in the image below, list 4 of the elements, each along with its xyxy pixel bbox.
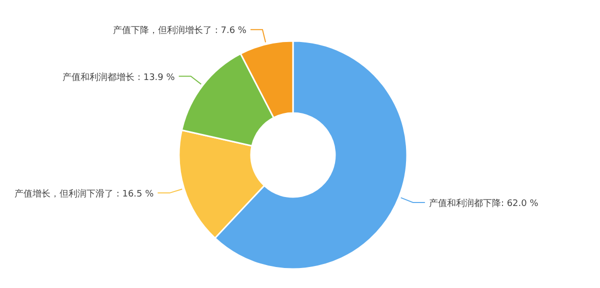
slice-label: 产值和利润都增长 : 13.9 %: [62, 72, 176, 83]
slice-label: 产值和利润都下降: 62.0 %: [428, 198, 539, 209]
slice-label: 产值增长，但利润下滑了 : 16.5 %: [14, 188, 154, 200]
slice-label: 产值下降，但利润增长了 : 7.6 %: [113, 25, 247, 36]
